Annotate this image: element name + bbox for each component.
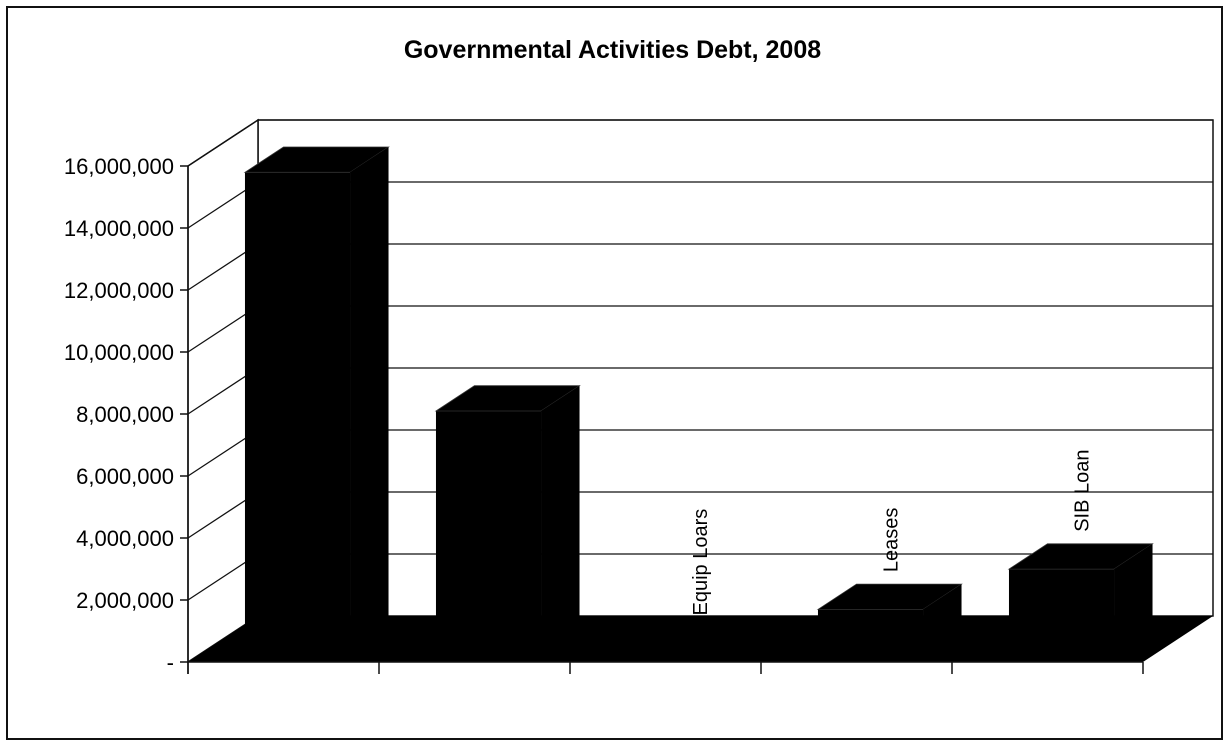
chart-title: Governmental Activities Debt, 2008 — [403, 36, 822, 64]
category-label: Equip Loars — [690, 509, 712, 616]
bar-side — [1114, 543, 1153, 653]
y-tick-label: 2,000,000 — [76, 588, 174, 613]
bar — [817, 609, 924, 653]
bar — [1008, 569, 1115, 653]
y-tick-label: 14,000,000 — [64, 216, 174, 241]
y-tick-label: 12,000,000 — [64, 278, 174, 303]
y-tick-label: 8,000,000 — [76, 402, 174, 427]
bar-side — [923, 584, 962, 653]
bar — [244, 172, 351, 653]
bar-side — [541, 385, 580, 653]
y-tick-label: 16,000,000 — [64, 154, 174, 179]
category-label: SIB Loan — [1072, 450, 1094, 532]
y-tick-label: 4,000,000 — [76, 526, 174, 551]
y-tick-label: 10,000,000 — [64, 340, 174, 365]
category-label: Leases — [881, 508, 903, 573]
y-tick-label: 6,000,000 — [76, 464, 174, 489]
gridline-side — [187, 119, 259, 167]
bar — [435, 411, 542, 653]
bar-side — [350, 147, 389, 653]
y-tick-label: - — [167, 650, 174, 675]
